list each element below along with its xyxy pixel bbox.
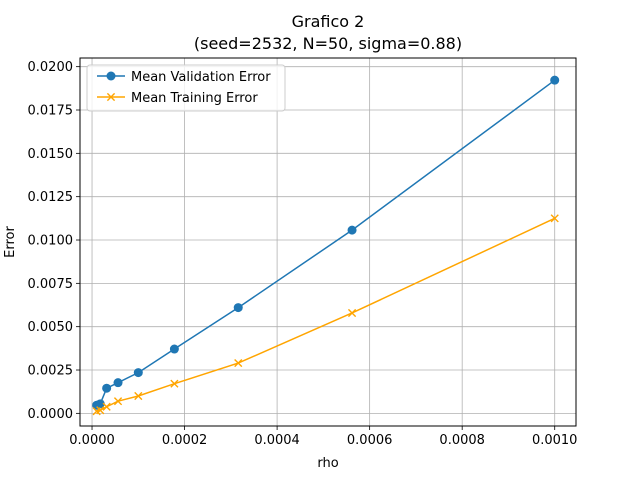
data-point-validation bbox=[113, 378, 123, 388]
y-tick-label: 0.0050 bbox=[28, 320, 74, 335]
x-tick-label: 0.0000 bbox=[69, 433, 115, 448]
x-tick-label: 0.0006 bbox=[347, 433, 393, 448]
y-tick-label: 0.0025 bbox=[28, 364, 74, 379]
y-tick-label: 0.0125 bbox=[28, 190, 74, 205]
data-point-training bbox=[113, 397, 123, 406]
data-point-validation bbox=[169, 344, 179, 354]
x-axis-label: rho bbox=[317, 456, 338, 471]
data-point-training bbox=[347, 308, 357, 318]
series-layer bbox=[92, 75, 560, 416]
data-point-training bbox=[550, 214, 559, 223]
y-tick-label: 0.0175 bbox=[28, 104, 74, 119]
y-axis-label: Error bbox=[3, 226, 18, 258]
data-point-validation bbox=[95, 399, 105, 409]
x-tick-label: 0.0004 bbox=[254, 433, 300, 448]
legend-label-training: Mean Training Error bbox=[131, 91, 258, 106]
data-point-training bbox=[96, 406, 105, 415]
chart-title-line-1: Grafico 2 bbox=[292, 12, 365, 31]
y-tick-label: 0.0000 bbox=[28, 407, 74, 422]
x-tick-label: 0.0008 bbox=[439, 433, 485, 448]
legend-label-validation: Mean Validation Error bbox=[131, 70, 271, 85]
y-tick-label: 0.0100 bbox=[28, 234, 74, 249]
legend-marker-validation bbox=[106, 71, 116, 81]
y-tick-label: 0.0200 bbox=[28, 60, 74, 75]
data-point-validation bbox=[347, 225, 357, 235]
plot-frame bbox=[79, 57, 577, 427]
data-point-training bbox=[134, 391, 143, 401]
data-point-validation bbox=[550, 75, 560, 85]
data-point-validation bbox=[133, 368, 143, 378]
chart-title-line-2: (seed=2532, N=50, sigma=0.88) bbox=[194, 34, 462, 53]
legend-box bbox=[86, 64, 286, 112]
axis-ticks: 0.0000 0.0002 0.0004 0.0006 0.0008 0.0010 0.00… bbox=[28, 60, 578, 448]
data-point-training bbox=[102, 402, 111, 411]
legend: Mean Validation Error Mean Training Erro… bbox=[86, 64, 286, 112]
x-tick-label: 0.0002 bbox=[162, 433, 208, 448]
legend-marker-training bbox=[106, 92, 116, 102]
x-tick-label: 0.0010 bbox=[532, 433, 578, 448]
legend-x-marker bbox=[106, 92, 116, 102]
data-point-validation bbox=[102, 383, 112, 393]
data-point-training bbox=[234, 358, 243, 368]
grid bbox=[80, 58, 576, 426]
y-tick-label: 0.0075 bbox=[28, 277, 74, 292]
data-point-training bbox=[170, 379, 179, 388]
data-point-validation bbox=[233, 303, 243, 313]
y-tick-label: 0.0150 bbox=[28, 147, 74, 162]
